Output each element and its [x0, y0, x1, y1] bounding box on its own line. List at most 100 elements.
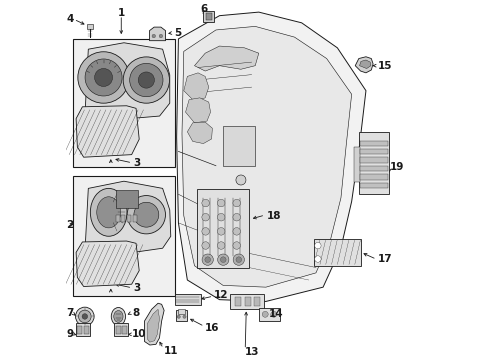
Text: 10: 10 — [132, 329, 146, 339]
Text: 1: 1 — [118, 8, 124, 18]
Text: 6: 6 — [200, 4, 207, 14]
Text: 11: 11 — [164, 346, 178, 356]
Circle shape — [217, 254, 228, 265]
Bar — [258, 307, 280, 321]
Bar — [360, 166, 387, 171]
Polygon shape — [183, 73, 208, 102]
Bar — [76, 323, 90, 337]
Circle shape — [138, 72, 154, 88]
Text: 9: 9 — [66, 329, 74, 339]
Text: 18: 18 — [266, 211, 281, 221]
Bar — [230, 294, 264, 309]
Text: 8: 8 — [132, 308, 139, 318]
Circle shape — [82, 314, 87, 319]
Bar — [84, 325, 89, 334]
Text: 12: 12 — [214, 290, 228, 300]
Bar — [176, 310, 187, 321]
Circle shape — [217, 242, 224, 249]
Polygon shape — [359, 60, 370, 68]
Polygon shape — [354, 57, 372, 73]
Ellipse shape — [97, 197, 121, 228]
Polygon shape — [147, 309, 159, 342]
Circle shape — [134, 202, 159, 227]
Circle shape — [127, 195, 165, 234]
Circle shape — [217, 213, 224, 221]
Bar — [116, 215, 120, 222]
Bar — [116, 190, 138, 207]
Circle shape — [202, 254, 213, 265]
Polygon shape — [149, 27, 165, 41]
Ellipse shape — [90, 188, 127, 236]
Ellipse shape — [111, 307, 125, 325]
Bar — [175, 294, 200, 305]
Polygon shape — [187, 122, 212, 144]
Bar — [77, 325, 82, 334]
Bar — [122, 325, 127, 334]
Bar — [73, 39, 175, 167]
Bar — [223, 126, 255, 166]
Ellipse shape — [114, 311, 123, 322]
Circle shape — [204, 257, 210, 262]
Bar — [178, 309, 184, 314]
Text: 16: 16 — [205, 323, 219, 333]
Circle shape — [79, 310, 91, 323]
Text: 5: 5 — [173, 28, 181, 38]
Bar — [313, 239, 360, 266]
Bar — [127, 215, 131, 222]
Bar — [360, 183, 387, 188]
Bar — [197, 189, 248, 267]
Bar — [360, 157, 387, 163]
Circle shape — [314, 242, 321, 249]
Bar — [87, 23, 93, 29]
Circle shape — [232, 213, 240, 221]
Bar — [121, 215, 125, 222]
Text: 19: 19 — [389, 162, 404, 172]
Circle shape — [236, 257, 241, 262]
Bar — [353, 147, 359, 182]
Bar — [360, 140, 387, 146]
Bar — [114, 323, 128, 337]
Polygon shape — [194, 46, 258, 71]
Circle shape — [235, 175, 245, 185]
Bar — [73, 176, 175, 296]
Circle shape — [202, 213, 209, 221]
Polygon shape — [182, 26, 351, 287]
Bar — [244, 297, 250, 306]
Text: 14: 14 — [268, 309, 283, 319]
Circle shape — [233, 254, 244, 265]
Text: 15: 15 — [377, 61, 391, 71]
Circle shape — [75, 307, 94, 326]
Circle shape — [123, 57, 169, 103]
Polygon shape — [144, 303, 164, 345]
Text: 4: 4 — [66, 14, 74, 24]
Circle shape — [177, 315, 180, 318]
Circle shape — [183, 315, 186, 318]
Circle shape — [94, 68, 112, 86]
Circle shape — [159, 34, 163, 38]
Bar — [358, 132, 388, 194]
Circle shape — [152, 34, 155, 38]
Text: 17: 17 — [377, 254, 391, 264]
Bar — [115, 325, 121, 334]
Circle shape — [232, 242, 240, 249]
Circle shape — [202, 199, 209, 207]
Polygon shape — [76, 106, 139, 157]
Bar — [360, 174, 387, 180]
Circle shape — [220, 257, 225, 262]
Circle shape — [78, 52, 129, 103]
Text: 2: 2 — [66, 220, 74, 230]
Bar — [205, 13, 212, 19]
Circle shape — [217, 199, 224, 207]
Circle shape — [262, 311, 267, 317]
Text: 13: 13 — [244, 347, 259, 357]
Circle shape — [232, 228, 240, 235]
Circle shape — [217, 228, 224, 235]
Text: 7: 7 — [66, 308, 74, 318]
Circle shape — [314, 256, 321, 262]
Circle shape — [129, 63, 163, 97]
Circle shape — [202, 242, 209, 249]
Polygon shape — [176, 12, 365, 301]
Polygon shape — [76, 241, 139, 287]
Bar — [235, 297, 241, 306]
Bar — [203, 11, 214, 22]
